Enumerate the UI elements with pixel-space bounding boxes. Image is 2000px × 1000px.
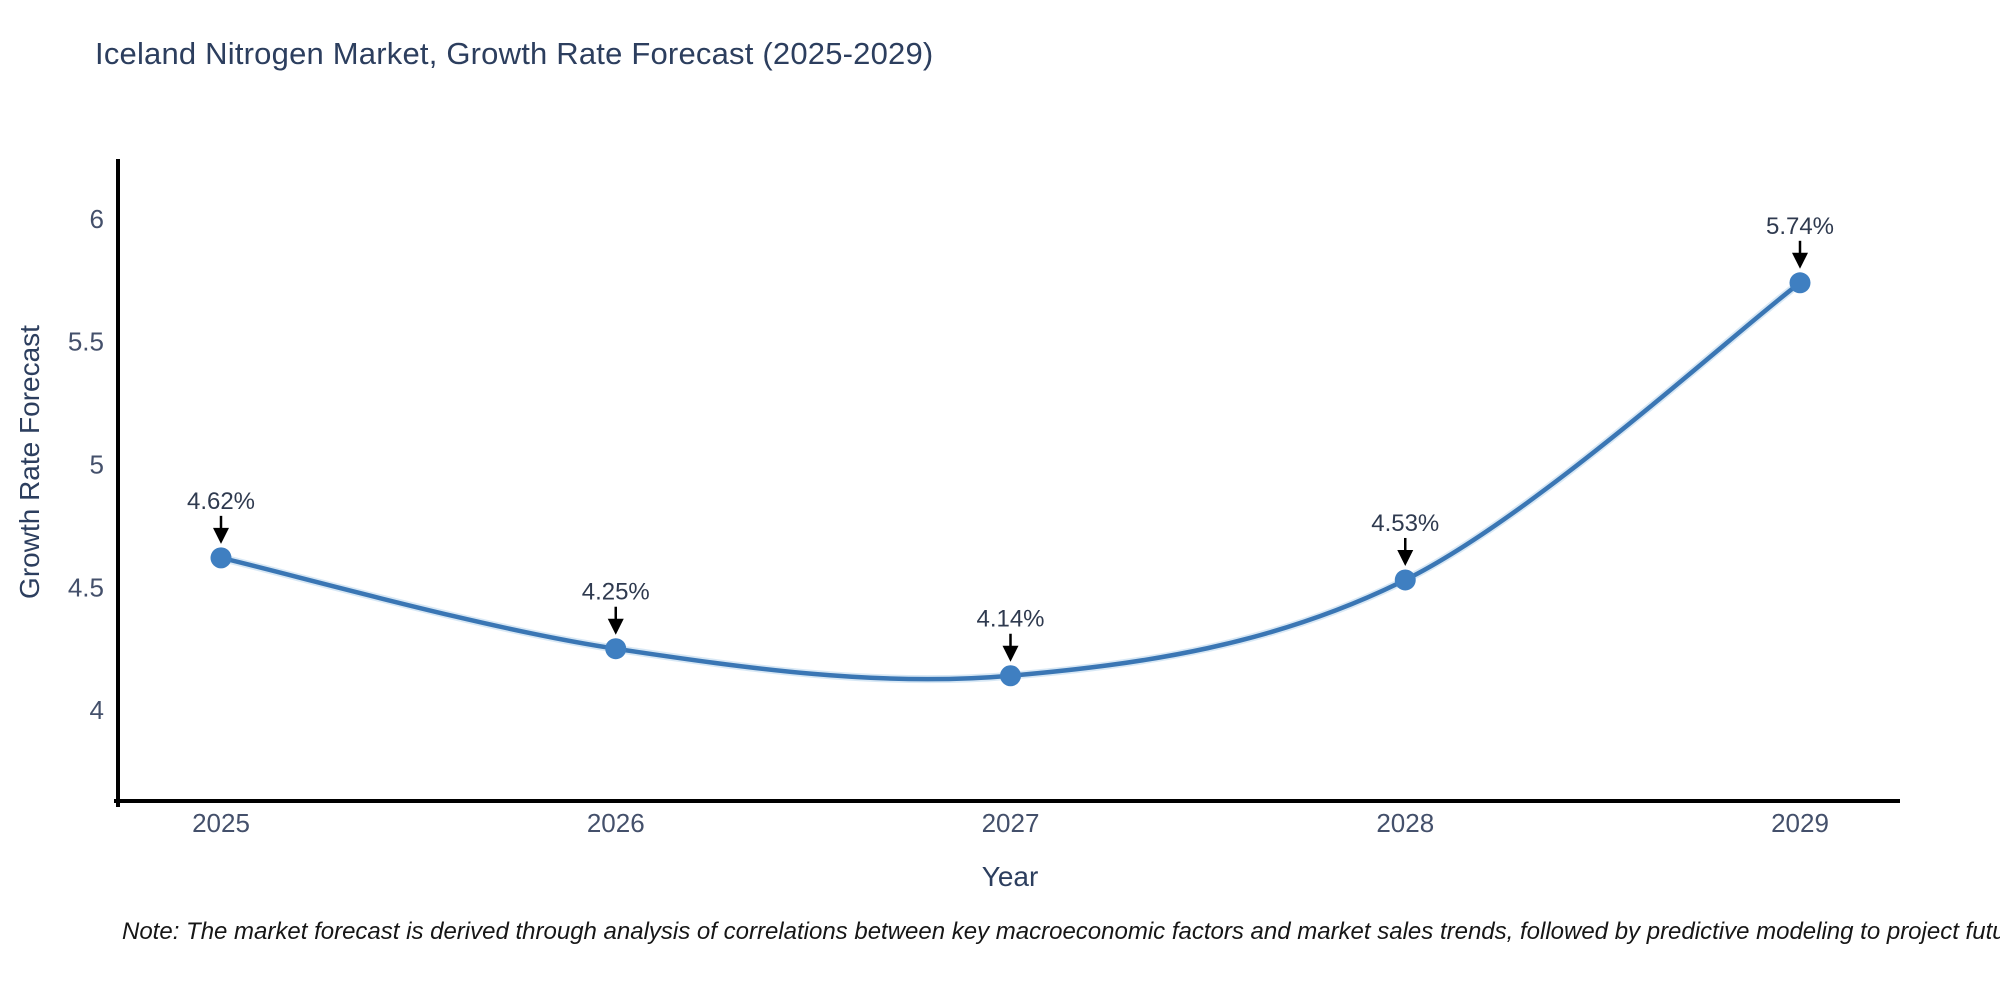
y-tick-label: 4.5 [68, 572, 104, 602]
forecast-methodology-note: Note: The market forecast is derived thr… [122, 918, 2000, 945]
data-point-marker[interactable] [605, 638, 627, 660]
x-tick-label: 2028 [1376, 808, 1434, 838]
x-tick-label: 2026 [587, 808, 645, 838]
x-axis-title: Year [981, 861, 1039, 892]
x-tick-label: 2025 [192, 808, 250, 838]
annotation-arrowhead-icon [1792, 252, 1808, 269]
point-annotation-label: 5.74% [1766, 213, 1834, 240]
point-annotation-label: 4.62% [187, 488, 255, 515]
chart-title: Iceland Nitrogen Market, Growth Rate For… [95, 36, 934, 71]
data-point-marker[interactable] [1789, 272, 1811, 294]
y-tick-label: 5 [90, 450, 104, 480]
y-tick-label: 6 [90, 204, 104, 234]
annotation-arrowhead-icon [1397, 549, 1414, 566]
x-tick-label: 2027 [982, 808, 1040, 838]
point-annotation-label: 4.14% [976, 606, 1044, 633]
data-point-marker[interactable] [1394, 569, 1416, 591]
point-annotation-label: 4.25% [582, 579, 650, 606]
annotation-arrowhead-icon [607, 618, 624, 635]
x-tick-label: 2029 [1771, 808, 1829, 838]
annotation-arrowhead-icon [213, 527, 229, 544]
data-point-marker[interactable] [210, 547, 232, 569]
data-point-marker[interactable] [1000, 665, 1021, 687]
y-axis-title: Growth Rate Forecast [14, 325, 45, 599]
point-annotation-label: 4.53% [1371, 510, 1439, 537]
y-tick-label: 5.5 [68, 327, 104, 357]
annotation-arrowhead-icon [1002, 645, 1019, 662]
y-tick-label: 4 [90, 695, 104, 725]
